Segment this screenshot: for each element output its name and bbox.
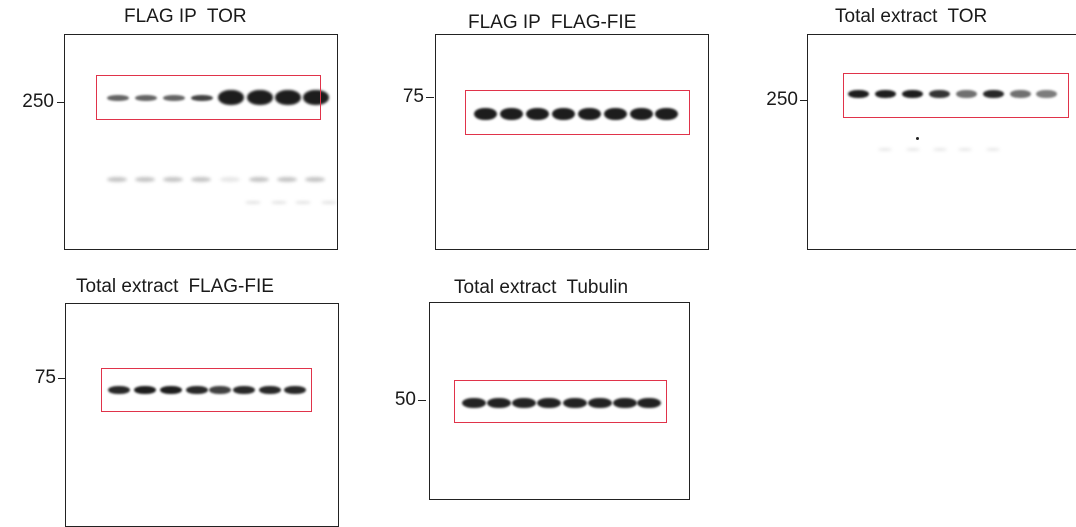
protein-band xyxy=(462,398,486,408)
faint-band xyxy=(933,148,947,151)
blot-image xyxy=(64,34,338,250)
protein-band xyxy=(160,386,182,394)
protein-band xyxy=(588,398,612,408)
faint-band xyxy=(249,177,269,182)
band-highlight-box xyxy=(454,380,667,423)
mw-marker-label: 250 xyxy=(22,91,54,112)
dust-speck xyxy=(916,137,919,140)
mw-marker-label: 75 xyxy=(402,86,424,107)
protein-band xyxy=(655,108,678,120)
panel-title-right: FLAG-FIE xyxy=(550,12,637,33)
panel-title: Total extract Tubulin xyxy=(454,277,628,299)
protein-band xyxy=(637,398,661,408)
faint-band xyxy=(245,201,261,204)
panel-title-right: FLAG-FIE xyxy=(188,276,274,297)
protein-band xyxy=(487,398,511,408)
protein-band xyxy=(848,90,869,98)
panel-title-left: Total extract xyxy=(835,6,938,27)
protein-band xyxy=(163,95,185,101)
panel-title: FLAG IP FLAG-FIE xyxy=(468,12,636,34)
panel-title-right: Tubulin xyxy=(566,277,629,298)
panel-title-left: FLAG IP xyxy=(124,6,197,27)
protein-band xyxy=(552,108,575,120)
faint-band xyxy=(295,201,311,204)
protein-band xyxy=(578,108,601,120)
protein-band xyxy=(303,90,329,105)
mw-marker-label: 75 xyxy=(34,367,56,388)
protein-band xyxy=(983,90,1004,98)
mw-marker-tick xyxy=(800,100,808,101)
protein-band xyxy=(247,90,273,105)
blot-image xyxy=(807,34,1076,250)
panel-title: FLAG IP TOR xyxy=(124,6,247,28)
faint-band xyxy=(163,177,183,182)
protein-band xyxy=(107,95,129,101)
protein-band xyxy=(135,95,157,101)
panel-title: Total extract TOR xyxy=(835,6,987,28)
faint-band xyxy=(107,177,127,182)
protein-band xyxy=(209,386,231,394)
protein-band xyxy=(604,108,627,120)
faint-band xyxy=(220,177,240,182)
band-highlight-box xyxy=(843,73,1069,118)
protein-band xyxy=(134,386,156,394)
protein-band xyxy=(512,398,536,408)
panel-title-left: FLAG IP xyxy=(468,12,541,33)
faint-band xyxy=(906,148,920,151)
faint-band xyxy=(958,148,972,151)
blot-image xyxy=(429,302,690,500)
protein-band xyxy=(929,90,950,98)
faint-band xyxy=(135,177,155,182)
protein-band xyxy=(1010,90,1031,98)
panel-title-right: TOR xyxy=(206,6,247,27)
protein-band xyxy=(191,95,213,101)
protein-band xyxy=(875,90,896,98)
mw-marker-tick xyxy=(58,378,66,379)
protein-band xyxy=(218,90,244,105)
blot-image xyxy=(65,303,339,527)
protein-band xyxy=(186,386,208,394)
protein-band xyxy=(630,108,653,120)
protein-band xyxy=(500,108,523,120)
faint-band xyxy=(191,177,211,182)
panel-title: Total extract FLAG-FIE xyxy=(76,276,274,298)
band-highlight-box xyxy=(465,90,690,135)
faint-band xyxy=(986,148,1000,151)
mw-marker-tick xyxy=(418,400,426,401)
faint-band xyxy=(305,177,325,182)
protein-band xyxy=(233,386,255,394)
mw-marker-label: 250 xyxy=(766,89,798,110)
protein-band xyxy=(108,386,130,394)
faint-band xyxy=(878,148,892,151)
protein-band xyxy=(474,108,497,120)
protein-band xyxy=(537,398,561,408)
mw-marker-tick xyxy=(426,97,434,98)
protein-band xyxy=(956,90,977,98)
protein-band xyxy=(902,90,923,98)
mw-marker-label: 50 xyxy=(394,389,416,410)
protein-band xyxy=(284,386,306,394)
faint-band xyxy=(271,201,287,204)
panel-title-left: Total extract xyxy=(454,277,557,298)
band-highlight-box xyxy=(96,75,321,120)
panel-title-right: TOR xyxy=(947,6,988,27)
faint-band xyxy=(277,177,297,182)
protein-band xyxy=(613,398,637,408)
blot-image xyxy=(435,34,709,250)
protein-band xyxy=(259,386,281,394)
faint-band xyxy=(321,201,337,204)
panel-title-left: Total extract xyxy=(76,276,179,297)
protein-band xyxy=(526,108,549,120)
protein-band xyxy=(563,398,587,408)
band-highlight-box xyxy=(101,368,312,412)
mw-marker-tick xyxy=(57,102,65,103)
protein-band xyxy=(1036,90,1057,98)
protein-band xyxy=(275,90,301,105)
